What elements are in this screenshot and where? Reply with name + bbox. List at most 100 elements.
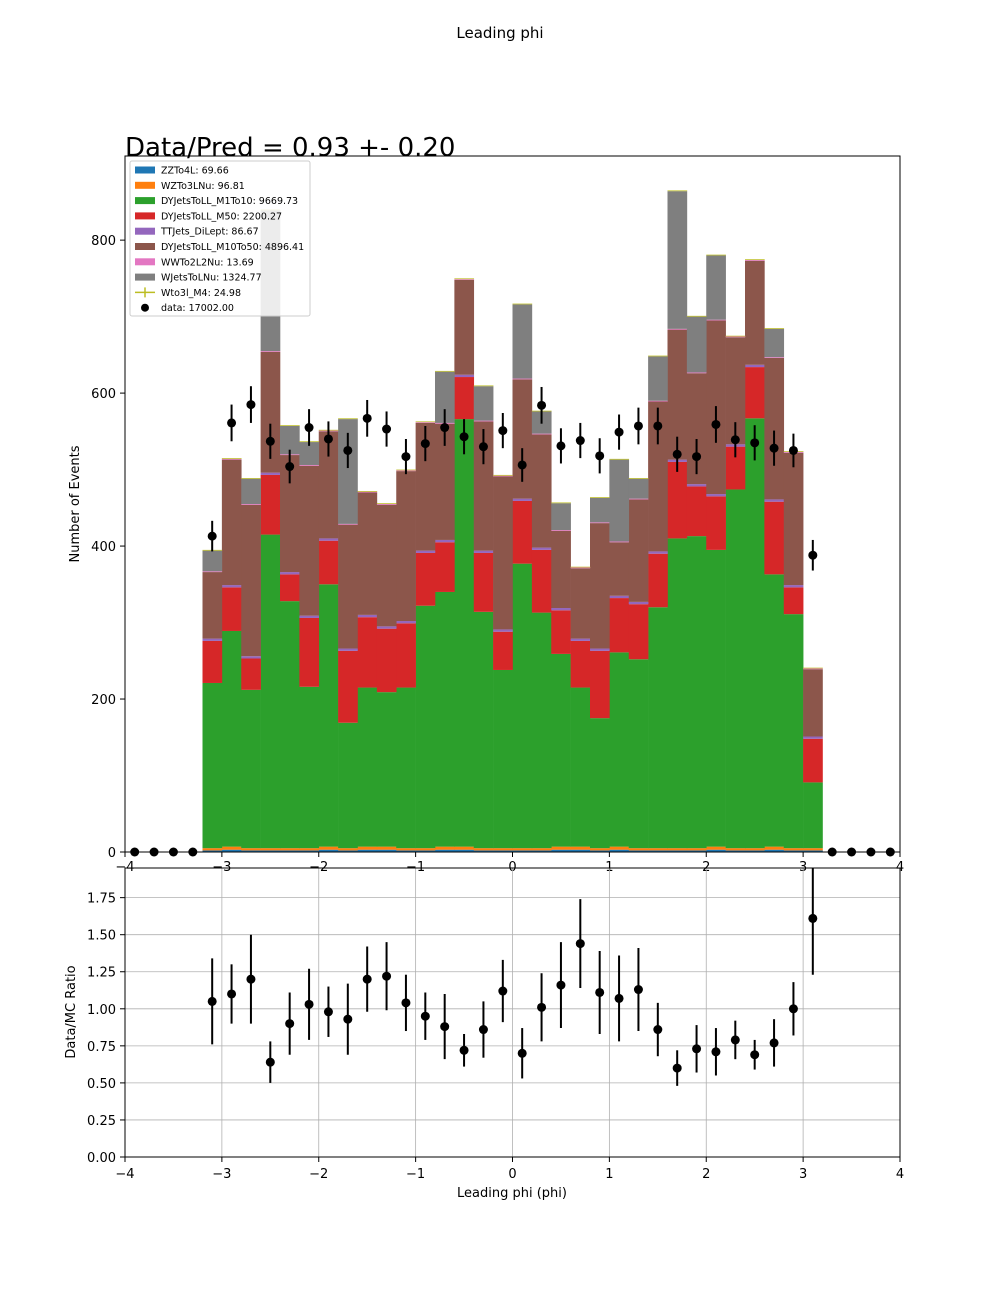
bar-Wto3l_M4-28 <box>667 190 688 192</box>
bar-WZTo3LNu-21 <box>531 848 552 851</box>
bar-Wto3l_M4-13 <box>376 503 397 504</box>
bar-DYJetsToLL_M10To50-15 <box>415 422 436 551</box>
bar-WWTo2L2Nu-24 <box>590 522 610 524</box>
bar-Wto3l_M4-24 <box>590 497 610 498</box>
bar-WZTo3LNu-33 <box>764 846 785 850</box>
ratio-point-4 <box>285 1019 295 1029</box>
bar-ZZTo4L-4 <box>202 850 223 852</box>
bar-TTJets_DiLept-32 <box>745 364 765 368</box>
bar-DYJetsToLL_M1To10-15 <box>415 605 436 849</box>
data-point-22 <box>556 441 566 451</box>
bar-TTJets_DiLept-26 <box>628 601 649 605</box>
bar-DYJetsToLL_M1To10-30 <box>706 549 726 847</box>
data-point-10 <box>323 434 333 444</box>
bar-DYJetsToLL_M10To50-9 <box>299 465 320 616</box>
bar-ZZTo4L-11 <box>338 850 358 852</box>
bar-ZZTo4L-35 <box>803 850 823 852</box>
bar-TTJets_DiLept-11 <box>338 648 358 651</box>
bar-DYJetsToLL_M50-30 <box>706 496 726 550</box>
bar-DYJetsToLL_M1To10-9 <box>299 686 320 849</box>
bar-DYJetsToLL_M50-13 <box>376 628 397 693</box>
bar-WZTo3LNu-15 <box>415 848 436 851</box>
bar-WWTo2L2Nu-9 <box>299 464 320 466</box>
bar-DYJetsToLL_M10To50-22 <box>551 530 571 609</box>
ratio-point-7 <box>343 1014 353 1024</box>
data-point-20 <box>517 460 527 470</box>
bar-DYJetsToLL_M50-10 <box>318 540 339 585</box>
bar-WJetsToLNu-28 <box>667 191 688 329</box>
legend-swatch-WWTo2L2Nu <box>135 258 155 266</box>
bar-TTJets_DiLept-29 <box>686 484 707 487</box>
bar-TTJets_DiLept-33 <box>764 499 785 502</box>
bar-DYJetsToLL_M10To50-34 <box>783 452 804 586</box>
bar-DYJetsToLL_M50-7 <box>260 474 281 535</box>
legend-entry-TTJets_DiLept: TTJets_DiLept: 86.67 <box>160 227 259 238</box>
ratio-point-20 <box>595 987 605 997</box>
bar-Wto3l_M4-20 <box>512 303 533 305</box>
bar-WZTo3LNu-12 <box>357 846 378 850</box>
legend: ZZTo4L: 69.66 WZTo3LNu: 96.81 DYJetsToLL_M… <box>129 160 311 317</box>
ratio-point-21 <box>614 993 624 1003</box>
bar-WZTo3LNu-20 <box>512 848 533 851</box>
bar-WWTo2L2Nu-15 <box>415 422 436 423</box>
bar-DYJetsToLL_M10To50-6 <box>241 504 261 657</box>
bar-ZZTo4L-21 <box>531 850 552 852</box>
bar-ZZTo4L-17 <box>454 849 475 852</box>
data-points <box>130 386 895 857</box>
main-x-ticks: −4 −3 −2 −1 0 1 2 3 4 <box>115 852 904 875</box>
bar-Wto3l_M4-17 <box>454 278 475 280</box>
bar-DYJetsToLL_M10To50-31 <box>725 337 746 445</box>
bar-ZZTo4L-6 <box>241 850 261 852</box>
bar-Wto3l_M4-8 <box>280 425 300 426</box>
bar-WJetsToLNu-29 <box>686 316 707 373</box>
ratio-x-tick-label: −4 <box>115 1167 134 1182</box>
bar-TTJets_DiLept-22 <box>551 608 571 611</box>
bar-TTJets_DiLept-8 <box>280 572 300 575</box>
bar-DYJetsToLL_M50-14 <box>396 623 416 688</box>
ratio-point-23 <box>653 1025 663 1035</box>
bar-WJetsToLNu-9 <box>299 442 320 465</box>
bar-DYJetsToLL_M1To10-34 <box>783 614 804 849</box>
bar-DYJetsToLL_M1To10-25 <box>609 652 630 847</box>
data-point-27 <box>653 421 663 431</box>
ratio-point-6 <box>323 1007 333 1017</box>
bar-WJetsToLNu-20 <box>512 304 533 379</box>
ratio-point-2 <box>246 974 256 984</box>
bar-DYJetsToLL_M50-15 <box>415 552 436 606</box>
data-point-19 <box>498 426 508 436</box>
bar-DYJetsToLL_M1To10-6 <box>241 689 261 849</box>
bar-WWTo2L2Nu-35 <box>803 668 823 670</box>
bar-DYJetsToLL_M1To10-14 <box>396 687 416 849</box>
ratio-point-1 <box>227 989 237 999</box>
bar-ZZTo4L-5 <box>221 849 242 852</box>
bar-DYJetsToLL_M1To10-28 <box>667 538 688 849</box>
ratio-point-16 <box>517 1048 527 1058</box>
ratio-point-0 <box>207 996 217 1006</box>
bar-DYJetsToLL_M10To50-8 <box>280 455 300 573</box>
bar-WWTo2L2Nu-33 <box>764 357 785 358</box>
data-point-4 <box>207 531 217 541</box>
bar-ZZTo4L-31 <box>725 850 746 852</box>
bar-WJetsToLNu-30 <box>706 255 726 320</box>
ratio-point-29 <box>769 1038 779 1048</box>
bar-WWTo2L2Nu-28 <box>667 328 688 330</box>
legend-entry-DYJetsToLL_M50: DYJetsToLL_M50: 2200.27 <box>161 211 282 222</box>
bar-WZTo3LNu-14 <box>396 848 416 851</box>
bar-DYJetsToLL_M1To10-33 <box>764 574 785 847</box>
bar-DYJetsToLL_M10To50-27 <box>648 401 668 552</box>
legend-entry-WWTo2L2Nu: WWTo2L2Nu: 13.69 <box>161 257 254 268</box>
bar-WZTo3LNu-17 <box>454 846 475 850</box>
bar-DYJetsToLL_M50-26 <box>628 604 649 660</box>
bar-DYJetsToLL_M10To50-7 <box>260 351 281 473</box>
bar-WWTo2L2Nu-13 <box>376 504 397 505</box>
main-y-tick-label: 400 <box>91 540 116 555</box>
ratio-x-tick-label: −1 <box>406 1167 425 1182</box>
ratio-y-tick-label: 0.50 <box>87 1077 116 1092</box>
ratio-y-tick-label: 1.50 <box>87 929 116 944</box>
data-point-32 <box>750 438 760 448</box>
ratio-grid <box>124 868 901 1158</box>
bar-DYJetsToLL_M1To10-22 <box>551 653 571 847</box>
bar-WZTo3LNu-28 <box>667 848 688 851</box>
bar-DYJetsToLL_M1To10-26 <box>628 659 649 849</box>
